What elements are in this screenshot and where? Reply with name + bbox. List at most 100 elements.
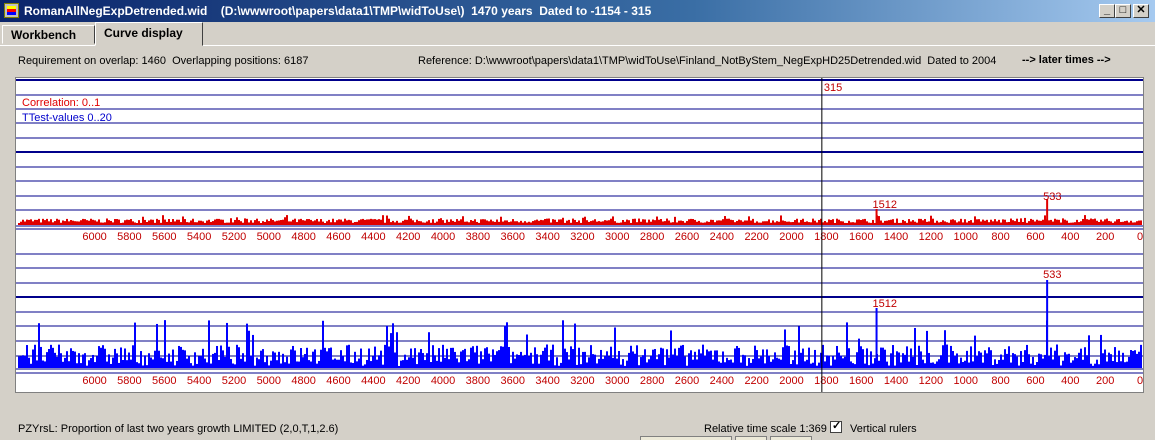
correlation-bar xyxy=(44,220,46,225)
correlation-bar xyxy=(850,222,852,225)
correlation-bar xyxy=(758,222,760,225)
correlation-bar xyxy=(34,219,36,225)
bottom-tab-stub-3[interactable] xyxy=(770,436,812,440)
bottom-tab-stub-2[interactable] xyxy=(735,436,767,440)
ttest-bar xyxy=(930,362,932,368)
x-tick-label: 4400 xyxy=(361,375,385,387)
ttest-bar xyxy=(256,357,258,368)
bottom-tab-stub-1[interactable] xyxy=(640,436,732,440)
correlation-bar xyxy=(780,215,782,225)
correlation-bar xyxy=(198,220,200,225)
ttest-bar xyxy=(1058,356,1060,368)
ttest-bar xyxy=(430,362,432,368)
correlation-bar xyxy=(552,219,554,225)
correlation-bar xyxy=(1058,219,1060,225)
ttest-bar xyxy=(264,362,266,368)
correlation-bar xyxy=(862,219,864,225)
correlation-bar xyxy=(476,221,478,225)
correlation-bar xyxy=(1036,219,1038,225)
correlation-bar xyxy=(620,222,622,225)
tab-workbench[interactable]: Workbench xyxy=(2,25,95,44)
correlation-bar xyxy=(250,220,252,225)
correlation-bar xyxy=(808,222,810,225)
ttest-bar xyxy=(798,326,800,368)
ttest-bar xyxy=(102,345,104,368)
correlation-bar xyxy=(636,222,638,225)
correlation-bar xyxy=(854,222,856,225)
correlation-bar xyxy=(366,219,368,225)
ttest-bar xyxy=(940,355,942,368)
correlation-bar xyxy=(226,222,228,225)
correlation-bar xyxy=(386,215,388,225)
correlation-bar xyxy=(756,221,758,225)
correlation-bar xyxy=(1018,221,1020,225)
correlation-bar xyxy=(554,219,556,225)
tab-curve-display[interactable]: Curve display xyxy=(95,22,203,46)
ttest-bar xyxy=(818,362,820,368)
ttest-bar xyxy=(792,360,794,368)
ttest-bar xyxy=(756,350,758,368)
ttest-bar xyxy=(414,348,416,368)
maximize-button[interactable]: □ xyxy=(1115,4,1131,18)
correlation-bar xyxy=(656,216,658,225)
ttest-bar xyxy=(692,359,694,368)
ttest-bar xyxy=(894,365,896,368)
ttest-bar xyxy=(764,363,766,368)
correlation-bar xyxy=(924,218,926,225)
ttest-bar xyxy=(728,360,730,368)
minimize-button[interactable]: _ xyxy=(1099,4,1115,18)
ttest-bar xyxy=(350,362,352,368)
ttest-bar xyxy=(662,348,664,368)
ttest-bar xyxy=(624,365,626,368)
correlation-bar xyxy=(926,221,928,225)
correlation-bar xyxy=(914,221,916,225)
ttest-bar xyxy=(178,345,180,368)
ttest-bar xyxy=(610,346,612,368)
correlation-bar xyxy=(410,218,412,225)
ttest-bar xyxy=(510,363,512,368)
correlation-bar xyxy=(546,218,548,225)
ttest-bar xyxy=(40,346,42,368)
ttest-bar xyxy=(786,345,788,368)
ttest-bar xyxy=(1088,335,1090,368)
correlation-bar xyxy=(1052,221,1054,225)
ttest-bar xyxy=(348,344,350,368)
correlation-bar xyxy=(556,221,558,225)
correlation-bar xyxy=(1040,220,1042,225)
ttest-bar xyxy=(880,347,882,368)
correlation-bar xyxy=(608,220,610,225)
ttest-bar xyxy=(360,348,362,368)
x-tick-label: 4600 xyxy=(326,375,350,387)
correlation-bar xyxy=(436,221,438,225)
x-tick-label: 1600 xyxy=(849,375,873,387)
ttest-bar xyxy=(816,365,818,368)
ttest-label: TTest-values 0..20 xyxy=(22,112,112,124)
ttest-bar xyxy=(222,350,224,368)
correlation-bar xyxy=(380,219,382,225)
later-times-button[interactable]: --> later times --> xyxy=(1022,54,1111,66)
ttest-bar xyxy=(794,350,796,368)
correlation-bar xyxy=(1054,218,1056,225)
ttest-bar xyxy=(294,350,296,368)
ttest-bar xyxy=(606,351,608,368)
correlation-bar xyxy=(616,222,618,225)
close-button[interactable]: ✕ xyxy=(1133,4,1149,18)
ttest-bar xyxy=(56,356,58,368)
x-tick-label: 0 xyxy=(1137,375,1143,387)
correlation-bar xyxy=(946,222,948,225)
x-tick-label: 5400 xyxy=(187,375,211,387)
correlation-bar xyxy=(450,219,452,225)
ttest-bar xyxy=(902,353,904,368)
correlation-bar xyxy=(90,218,92,225)
correlation-bar xyxy=(284,217,286,225)
ttest-bar xyxy=(896,351,898,368)
ttest-bar xyxy=(684,356,686,368)
correlation-bar xyxy=(20,221,22,225)
ttest-bar xyxy=(42,360,44,368)
correlation-bar xyxy=(708,221,710,225)
vertical-rulers-checkbox[interactable] xyxy=(830,419,842,433)
ttest-bar xyxy=(744,355,746,368)
ttest-bar xyxy=(1108,352,1110,368)
ttest-bar xyxy=(1112,361,1114,368)
ttest-bar xyxy=(746,365,748,368)
